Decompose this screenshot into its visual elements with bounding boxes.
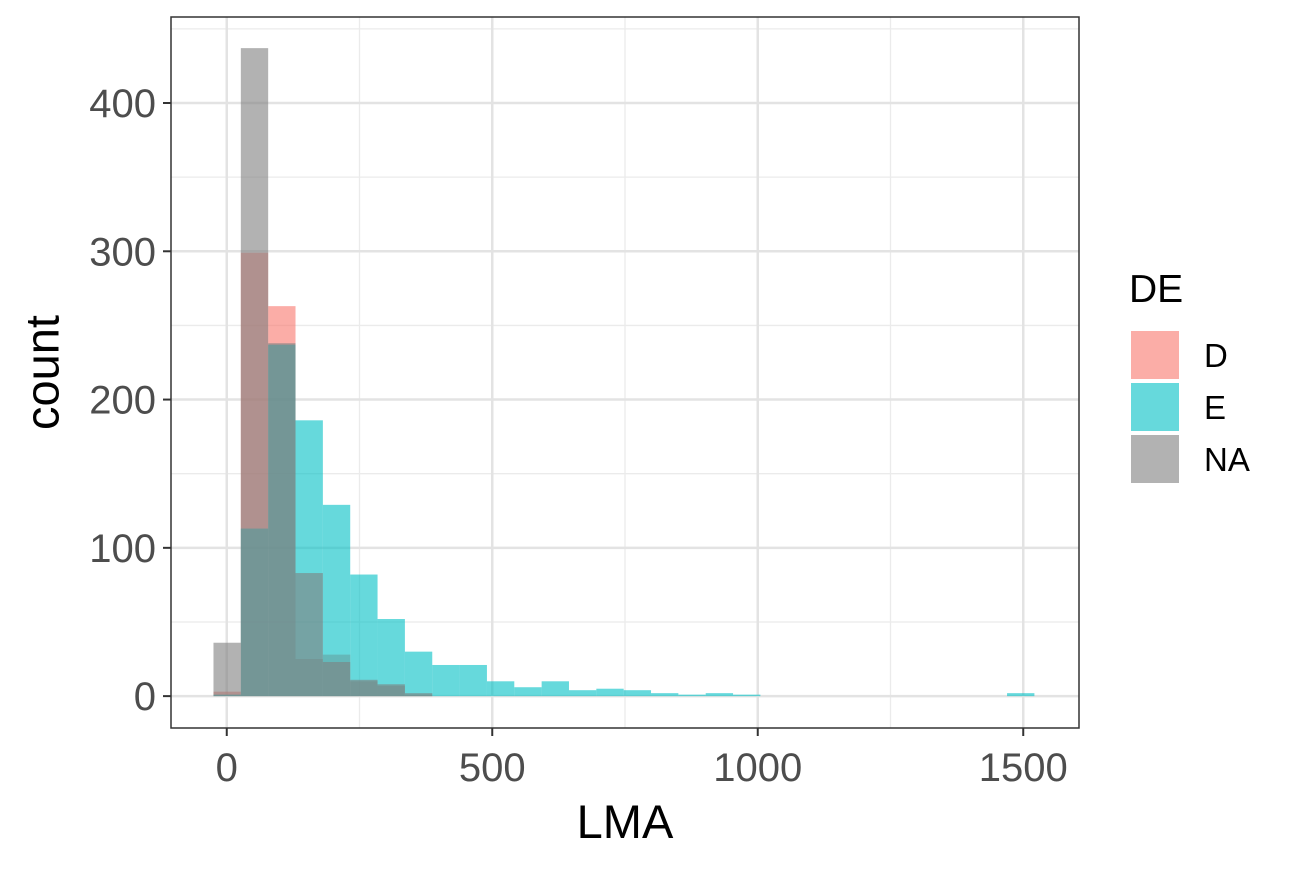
bar-E: [404, 651, 433, 697]
legend-key-E: [1131, 383, 1179, 431]
bar-E: [541, 681, 569, 697]
bar-E: [514, 687, 542, 697]
bar-NA: [240, 48, 269, 697]
y-tick-label: 400: [89, 82, 156, 126]
x-tick-label: 500: [459, 746, 526, 790]
legend-label-E: E: [1204, 389, 1226, 426]
bar-E: [568, 690, 597, 697]
bar-NA: [213, 642, 241, 697]
bar-E: [733, 694, 761, 697]
legend-items: DE NA: [1131, 331, 1250, 483]
legend-title: DE: [1129, 268, 1183, 311]
grid-layer: [171, 17, 1079, 728]
y-tick-label: 300: [89, 230, 156, 274]
bar-NA: [268, 343, 296, 697]
bar-E: [623, 690, 652, 697]
legend-label-D: D: [1204, 337, 1228, 374]
panel-border: [170, 16, 1080, 729]
bar-NA: [295, 573, 323, 697]
legend-key-NA: [1131, 435, 1179, 483]
bar-E: [459, 664, 487, 697]
legend-key-D: [1131, 331, 1179, 379]
bar-E: [486, 681, 515, 697]
bar-E: [651, 693, 679, 697]
x-tick-label: 1000: [713, 746, 802, 790]
bar-E: [350, 574, 378, 697]
bars-layer: [213, 48, 1035, 697]
bar-E: [432, 664, 460, 697]
x-axis-title: LMA: [577, 795, 674, 848]
bar-E: [596, 688, 624, 697]
y-tick-label: 200: [89, 379, 156, 423]
legend-label-NA: NA: [1204, 441, 1250, 478]
bar-E: [1007, 693, 1035, 697]
bar-NA: [404, 693, 433, 697]
bar-E: [705, 693, 734, 697]
bar-NA: [322, 662, 351, 697]
x-tick-label: 0: [216, 746, 238, 790]
y-tick-label: 0: [134, 675, 156, 719]
axis-layer: 0 500 1000 1500 0 100 200 300 400: [89, 82, 1067, 790]
x-tick-label: 1500: [979, 746, 1068, 790]
bar-E: [678, 694, 706, 697]
bar-NA: [377, 684, 405, 697]
y-tick-label: 100: [89, 527, 156, 571]
bar-E: [377, 619, 405, 697]
y-axis-title: count: [16, 315, 69, 430]
bar-NA: [350, 679, 378, 697]
legend: DE DE NA: [1129, 268, 1250, 483]
